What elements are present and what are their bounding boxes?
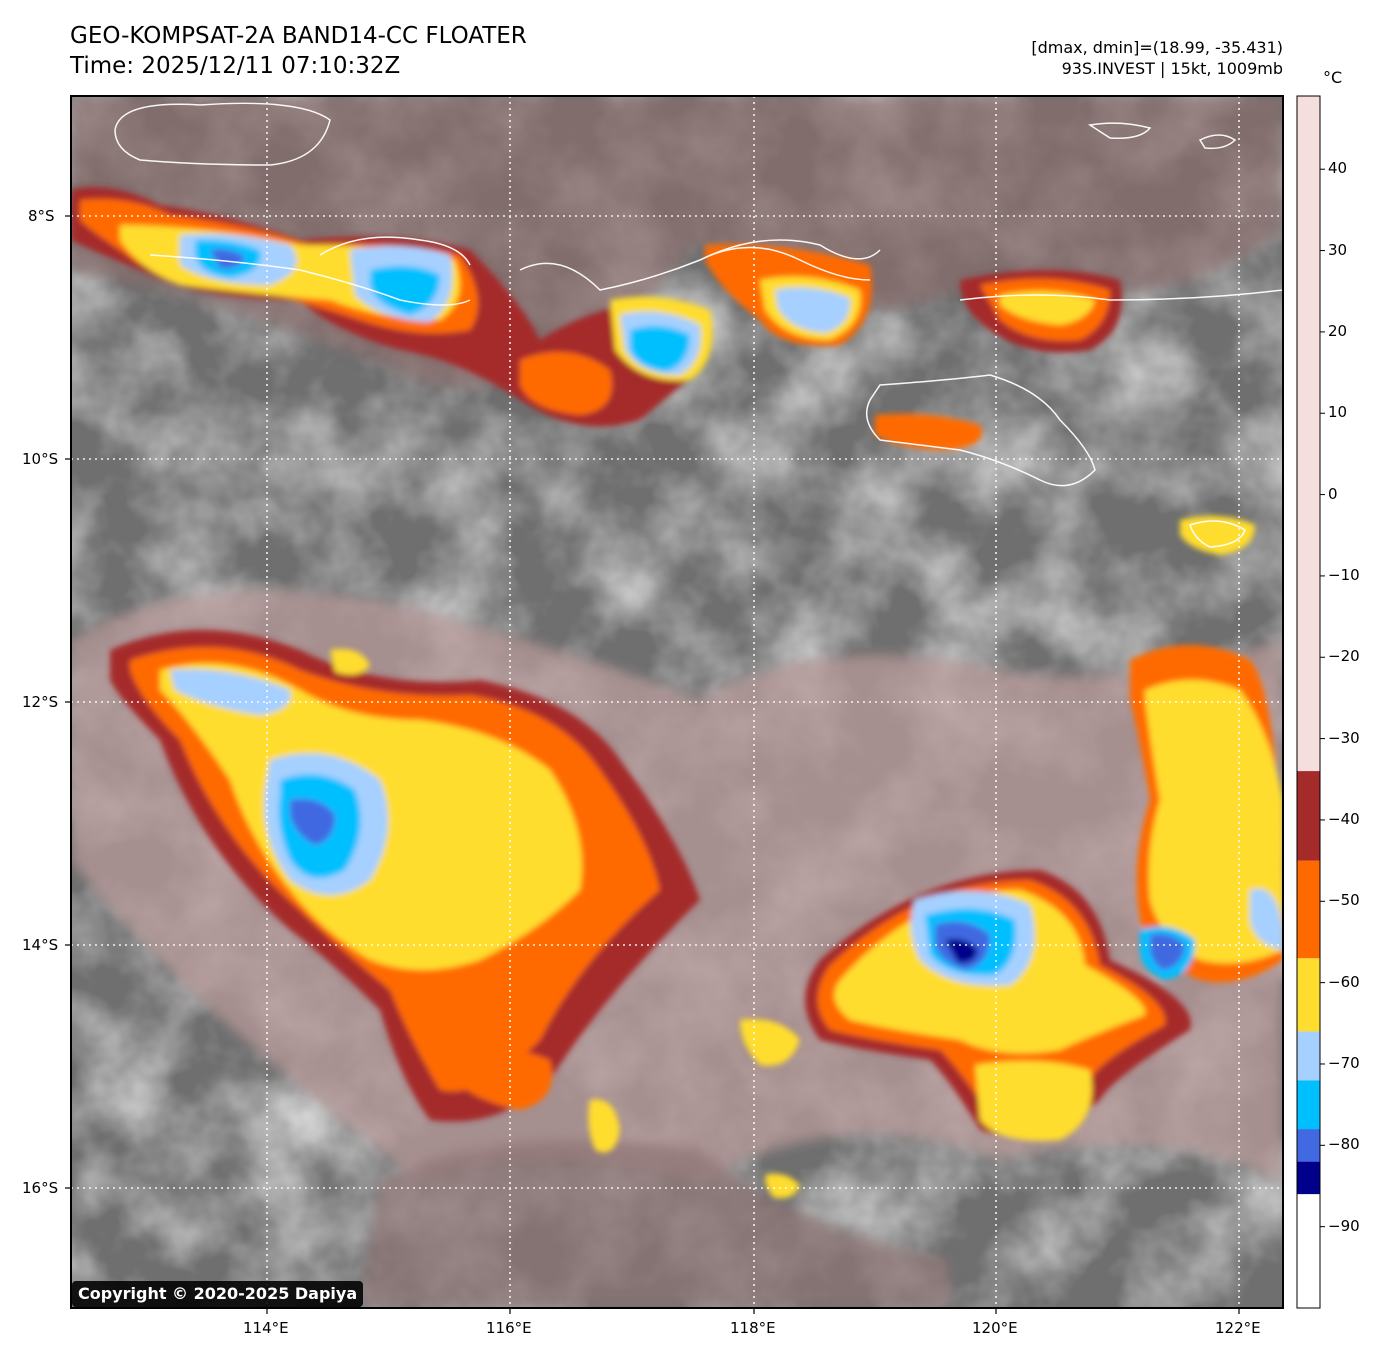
colorbar-band-4 xyxy=(1297,1031,1320,1081)
lat-label-8s: 8°S xyxy=(28,207,55,225)
colorbar-tick-label: −70 xyxy=(1328,1053,1360,1072)
colorbar-band-1 xyxy=(1297,1161,1320,1195)
data-range-info: [dmax, dmin]=(18.99, -35.431) xyxy=(1031,38,1283,57)
colorbar-tick-label: −90 xyxy=(1328,1216,1360,1235)
map-time: Time: 2025/12/11 07:10:32Z xyxy=(70,53,401,79)
lon-label-122e: 122°E xyxy=(1215,1319,1261,1337)
colorbar-tick-label: −50 xyxy=(1328,891,1360,910)
lat-label-14s: 14°S xyxy=(22,936,59,954)
lat-label-10s: 10°S xyxy=(22,450,59,468)
imagery-layer xyxy=(71,96,1283,1308)
copyright-badge: Copyright © 2020-2025 Dapiya xyxy=(72,1281,364,1307)
lon-label-118e: 118°E xyxy=(730,1319,776,1337)
colorbar-tick-label: 40 xyxy=(1328,159,1348,178)
colorbar-tick-label: −40 xyxy=(1328,809,1360,828)
graticule xyxy=(71,96,1283,1308)
colorbar-tick-label: 10 xyxy=(1328,403,1348,422)
colorbar-tick-label: −80 xyxy=(1328,1135,1360,1154)
colorbar-unit: °C xyxy=(1323,68,1343,87)
storm-info: 93S.INVEST | 15kt, 1009mb xyxy=(1061,59,1283,78)
map-title: GEO-KOMPSAT-2A BAND14-CC FLOATER xyxy=(70,23,527,49)
lon-label-114e: 114°E xyxy=(243,1319,289,1337)
colorbar-band-2 xyxy=(1297,1129,1320,1162)
colorbar-tick-label: 30 xyxy=(1328,240,1348,259)
colorbar-tick-label: −20 xyxy=(1328,647,1360,666)
colorbar-tick-label: −10 xyxy=(1328,565,1360,584)
colorbar-band-0 xyxy=(1297,1194,1320,1308)
colorbar-frame xyxy=(1296,95,1321,1309)
colorbar-tick-label: −30 xyxy=(1328,728,1360,747)
lat-label-12s: 12°S xyxy=(22,693,59,711)
colorbar-tick-label: 20 xyxy=(1328,321,1348,340)
colorbar-band-5 xyxy=(1297,958,1320,1032)
lat-label-16s: 16°S xyxy=(22,1179,59,1197)
lon-label-120e: 120°E xyxy=(972,1319,1018,1337)
colorbar-band-7 xyxy=(1297,771,1320,861)
cold-cloud-tops xyxy=(71,187,1283,1199)
colorbar-gradient xyxy=(1297,96,1320,772)
colorbar xyxy=(1296,95,1325,1309)
lon-label-116e: 116°E xyxy=(486,1319,532,1337)
axis-ticks xyxy=(65,215,1240,1314)
colorbar-band-6 xyxy=(1297,860,1320,959)
colorbar-band-3 xyxy=(1297,1080,1320,1130)
coastlines xyxy=(114,102,1283,548)
colorbar-tick-label: −60 xyxy=(1328,972,1360,991)
colorbar-tick-label: 0 xyxy=(1328,484,1338,503)
